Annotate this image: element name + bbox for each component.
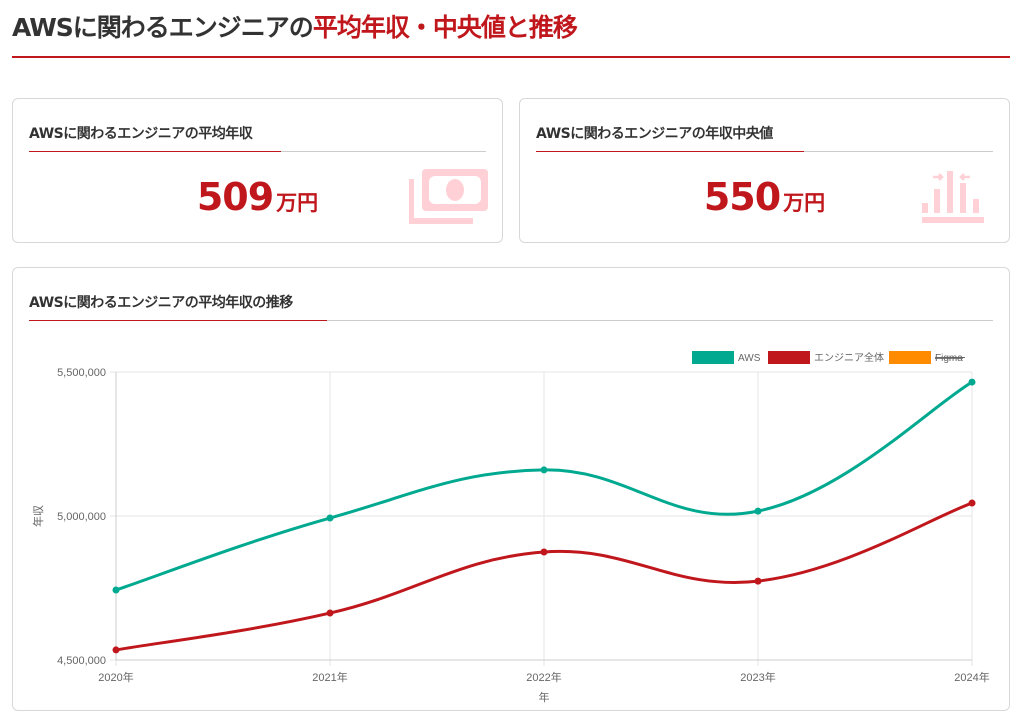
value-number: 509 — [196, 175, 274, 219]
average-salary-card: AWSに関わるエンジニアの平均年収 509 万円 — [12, 98, 503, 243]
card-divider — [29, 151, 486, 152]
average-salary-value: 509 万円 — [13, 175, 502, 219]
legend-swatch — [692, 351, 734, 364]
money-icon — [409, 169, 488, 224]
legend-label: エンジニア全体 — [814, 351, 884, 364]
data-point — [754, 577, 762, 585]
y-tick-label: 5,500,000 — [57, 367, 106, 379]
title-accent: 平均年収・中央値と推移 — [312, 13, 578, 42]
x-tick-label: 2024年 — [954, 670, 989, 684]
x-axis-label: 年 — [539, 690, 550, 704]
data-point — [112, 646, 120, 654]
y-tick-label: 5,000,000 — [57, 511, 106, 523]
median-salary-value: 550 万円 — [520, 175, 1009, 219]
data-point — [112, 586, 120, 594]
median-salary-card: AWSに関わるエンジニアの年収中央値 550 万円 — [519, 98, 1010, 243]
value-unit: 万円 — [783, 191, 826, 215]
legend-swatch — [889, 351, 931, 364]
data-point — [968, 378, 976, 386]
card-title: AWSに関わるエンジニアの平均年収 — [29, 126, 253, 142]
legend-label: AWS — [738, 353, 761, 364]
x-tick-label: 2023年 — [740, 670, 775, 684]
legend-swatch — [768, 351, 810, 364]
data-point — [754, 507, 762, 515]
x-tick-label: 2020年 — [98, 670, 133, 684]
card-title: AWSに関わるエンジニアの平均年収の推移 — [29, 295, 293, 311]
data-point — [326, 609, 334, 617]
card-title: AWSに関わるエンジニアの年収中央値 — [536, 126, 773, 142]
page-title: AWSに関わるエンジニアの平均年収・中央値と推移 — [12, 8, 578, 44]
title-main: AWSに関わるエンジニアの — [12, 13, 314, 42]
legend-label: Figma — [935, 353, 963, 364]
value-unit: 万円 — [276, 191, 319, 215]
card-divider — [536, 151, 993, 152]
x-tick-label: 2021年 — [312, 670, 347, 684]
median-chart-icon — [922, 171, 984, 223]
value-number: 550 — [703, 175, 781, 219]
data-point — [540, 548, 548, 556]
data-point — [326, 514, 334, 522]
x-tick-label: 2022年 — [526, 670, 561, 684]
y-tick-label: 4,500,000 — [57, 655, 106, 667]
y-axis-label: 年収 — [31, 505, 45, 527]
title-divider — [12, 56, 1010, 58]
data-point — [968, 499, 976, 507]
data-point — [540, 466, 548, 474]
salary-trend-card: AWSに関わるエンジニアの平均年収の推移 — [12, 267, 1010, 711]
card-divider — [29, 320, 993, 321]
